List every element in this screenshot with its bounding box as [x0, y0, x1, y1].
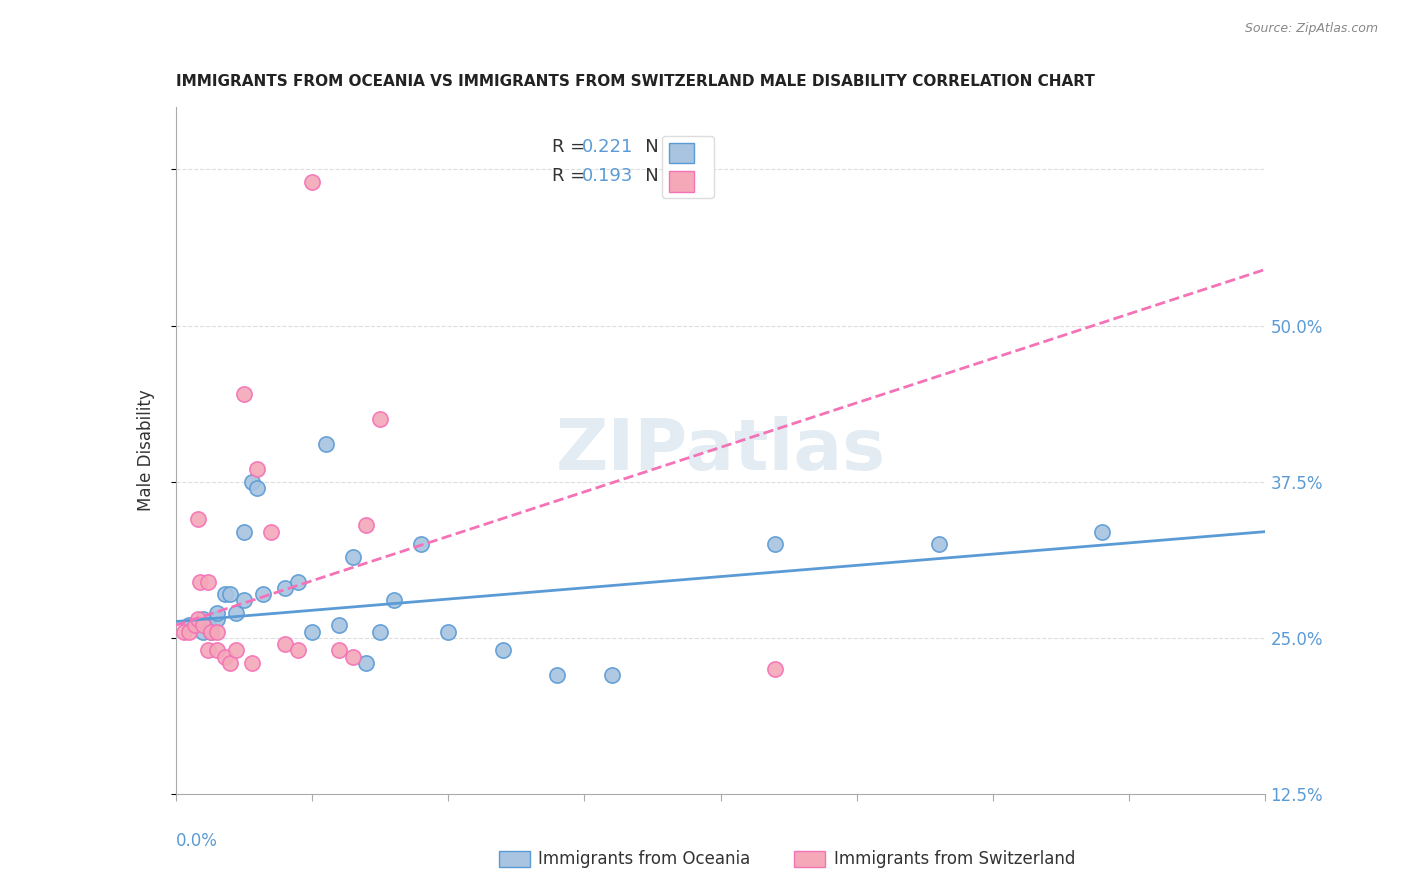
Point [200, 624, 222, 639]
Point [315, 437, 337, 451]
Point [225, 606, 247, 620]
Text: R =: R = [551, 167, 591, 185]
Text: Source: ZipAtlas.com: Source: ZipAtlas.com [1244, 22, 1378, 36]
Point [191, 612, 214, 626]
Point [260, 524, 283, 539]
Point [179, 618, 201, 632]
Point [214, 587, 236, 601]
Point [232, 387, 254, 401]
Text: IMMIGRANTS FROM OCEANIA VS IMMIGRANTS FROM SWITZERLAND MALE DISABILITY CORRELATI: IMMIGRANTS FROM OCEANIA VS IMMIGRANTS FR… [176, 74, 1095, 89]
Point [240, 656, 263, 670]
Text: N =: N = [628, 137, 685, 156]
Point [368, 624, 391, 639]
Point [197, 574, 219, 589]
Y-axis label: Male Disability: Male Disability [136, 390, 155, 511]
Point [546, 668, 568, 682]
Text: Immigrants from Switzerland: Immigrants from Switzerland [834, 850, 1076, 868]
Point [356, 518, 378, 533]
Point [205, 606, 228, 620]
Text: 32: 32 [673, 137, 697, 156]
Point [197, 618, 219, 632]
Point [219, 587, 242, 601]
Point [1091, 524, 1114, 539]
Point [188, 574, 211, 589]
Point [232, 524, 254, 539]
Point [437, 624, 460, 639]
Point [763, 662, 786, 676]
Point [191, 618, 214, 632]
Point [301, 624, 323, 639]
Point [240, 475, 263, 489]
Point [214, 649, 236, 664]
Point [200, 624, 222, 639]
Point [219, 656, 242, 670]
Point [368, 412, 391, 426]
Legend: , : , [662, 136, 714, 198]
Point [205, 612, 228, 626]
Text: 0.0%: 0.0% [176, 831, 218, 850]
Point [186, 512, 209, 526]
Point [301, 175, 323, 189]
Point [356, 656, 378, 670]
Point [225, 643, 247, 657]
Point [205, 624, 228, 639]
Point [600, 668, 623, 682]
Point [328, 643, 350, 657]
Point [928, 537, 950, 551]
Point [179, 624, 201, 639]
Point [197, 643, 219, 657]
Point [287, 643, 309, 657]
Text: 0.221: 0.221 [582, 137, 634, 156]
Point [342, 649, 364, 664]
Point [274, 637, 297, 651]
Point [492, 643, 515, 657]
Point [409, 537, 432, 551]
Text: 27: 27 [673, 167, 697, 185]
Text: ZIPatlas: ZIPatlas [555, 416, 886, 485]
Point [191, 624, 214, 639]
Text: N =: N = [628, 167, 685, 185]
Point [763, 537, 786, 551]
Point [252, 587, 274, 601]
Point [186, 612, 209, 626]
Point [246, 481, 269, 495]
Point [382, 593, 405, 607]
Text: 0.193: 0.193 [582, 167, 634, 185]
Text: R =: R = [551, 137, 591, 156]
Text: Immigrants from Oceania: Immigrants from Oceania [538, 850, 751, 868]
Point [342, 549, 364, 564]
Point [173, 624, 195, 639]
Point [287, 574, 309, 589]
Point [184, 618, 207, 632]
Point [232, 593, 254, 607]
Point [246, 462, 269, 476]
Point [205, 643, 228, 657]
Point [328, 618, 350, 632]
Point [274, 581, 297, 595]
